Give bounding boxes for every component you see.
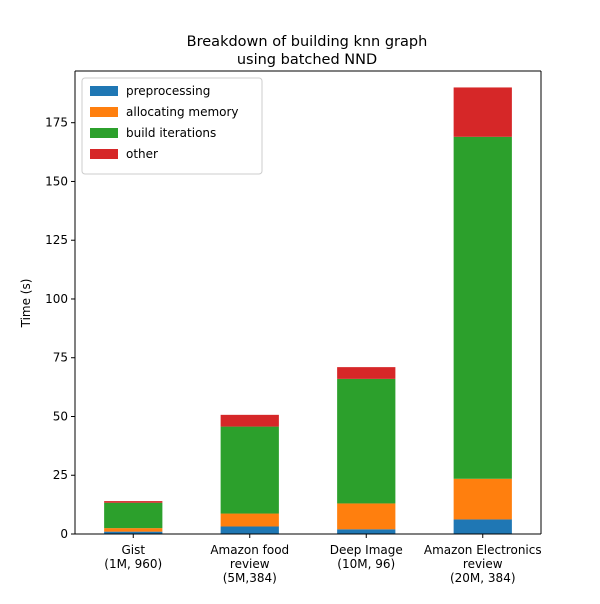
y-tick-label: 0 xyxy=(60,527,68,541)
x-tick-label: Amazon food xyxy=(210,543,289,557)
y-tick-label: 175 xyxy=(45,116,68,130)
bar-segment-preprocessing-3 xyxy=(453,519,512,534)
bar-segment-other-1 xyxy=(220,414,279,427)
bar-segment-preprocessing-1 xyxy=(220,526,279,534)
x-tick-label: Amazon Electronics xyxy=(424,543,542,557)
y-axis-label: Time (s) xyxy=(19,279,33,329)
x-tick-label: Deep Image xyxy=(330,543,403,557)
y-tick-label: 150 xyxy=(45,174,68,188)
bar-segment-preprocessing-2 xyxy=(337,529,396,534)
y-axis-ticks: 0 25 50 75 100 125 150 175 xyxy=(45,116,75,541)
legend: preprocessing allocating memory build iter… xyxy=(81,77,263,175)
bar-segment-allocating-memory-0 xyxy=(104,528,163,532)
bar-segment-other-2 xyxy=(337,367,396,379)
y-tick-label: 25 xyxy=(53,468,68,482)
x-tick-label: review xyxy=(463,557,503,571)
legend-swatch xyxy=(90,128,118,138)
bar-segment-build-iterations-3 xyxy=(453,136,512,479)
x-tick-label: (20M, 384) xyxy=(450,571,516,585)
bar-segment-preprocessing-0 xyxy=(104,531,163,534)
bar-segment-allocating-memory-2 xyxy=(337,503,396,530)
y-tick-label: 125 xyxy=(45,233,68,247)
bar-segment-other-3 xyxy=(453,87,512,137)
bar-segment-allocating-memory-3 xyxy=(453,478,512,520)
chart-title-line-1: Breakdown of building knn graph xyxy=(187,34,428,50)
x-axis-ticks: Gist(1M, 960)Amazon foodreview(5M,384)De… xyxy=(104,534,542,585)
x-tick-label: Gist xyxy=(121,543,145,557)
chart-title: Breakdown of building knn graph using ba… xyxy=(187,34,428,68)
chart-title-line-2: using batched NND xyxy=(237,52,377,68)
x-tick-label: review xyxy=(230,557,270,571)
bar-segment-build-iterations-1 xyxy=(220,426,279,514)
y-tick-label: 50 xyxy=(53,409,68,423)
legend-box xyxy=(81,77,263,175)
legend-swatch xyxy=(90,149,118,159)
y-tick-label: 100 xyxy=(45,292,68,306)
x-tick-label: (10M, 96) xyxy=(337,557,395,571)
bar-segment-allocating-memory-1 xyxy=(220,513,279,527)
x-tick-label: (1M, 960) xyxy=(104,557,162,571)
legend-label: build iterations xyxy=(126,126,216,140)
bar-segment-build-iterations-0 xyxy=(104,502,163,529)
bar-segment-build-iterations-2 xyxy=(337,378,396,504)
x-tick-label: (5M,384) xyxy=(223,571,277,585)
legend-swatch xyxy=(90,86,118,96)
legend-label: preprocessing xyxy=(126,84,210,98)
bars xyxy=(104,87,512,534)
legend-label: other xyxy=(126,147,158,161)
bar-segment-other-0 xyxy=(104,501,163,503)
axes xyxy=(74,70,542,535)
legend-swatch xyxy=(90,107,118,117)
legend-label: allocating memory xyxy=(126,105,239,119)
y-tick-label: 75 xyxy=(53,351,68,365)
